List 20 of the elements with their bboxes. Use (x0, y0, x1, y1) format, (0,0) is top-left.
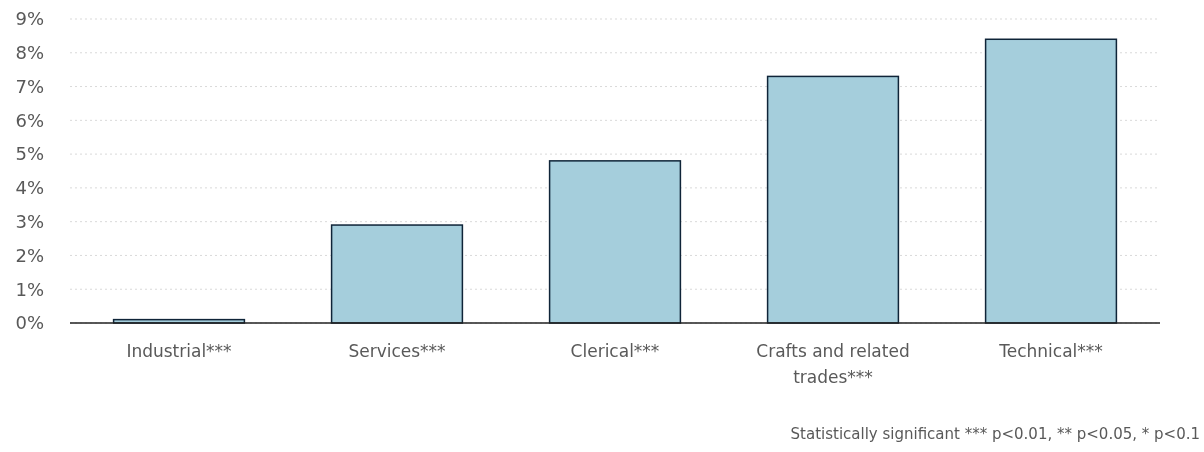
x-tick-label: Crafts and related trades*** (756, 341, 910, 387)
y-tick-label: 7% (15, 75, 44, 97)
x-tick-label: Technical*** (998, 341, 1103, 361)
y-tick-label: 6% (15, 109, 44, 131)
y-tick-label: 2% (15, 244, 44, 266)
y-tick-label: 0% (15, 312, 44, 334)
y-tick-label: 3% (15, 210, 44, 232)
bar (984, 38, 1118, 324)
bar (766, 75, 900, 324)
x-tick-label: Clerical*** (570, 341, 660, 361)
y-tick-label: 4% (15, 177, 44, 199)
y-tick-label: 8% (15, 42, 44, 64)
y-tick-label: 5% (15, 143, 44, 165)
x-tick-label: Industrial*** (126, 341, 232, 361)
text: Statistically significant *** p<0.01, ** p<0.05, * p<0.1 (790, 425, 1200, 443)
x-tick-label: Services*** (348, 341, 446, 361)
bar (548, 160, 682, 324)
y-tick-label: 1% (15, 278, 44, 300)
y-tick-label: 9% (15, 8, 44, 30)
bar (330, 224, 464, 324)
